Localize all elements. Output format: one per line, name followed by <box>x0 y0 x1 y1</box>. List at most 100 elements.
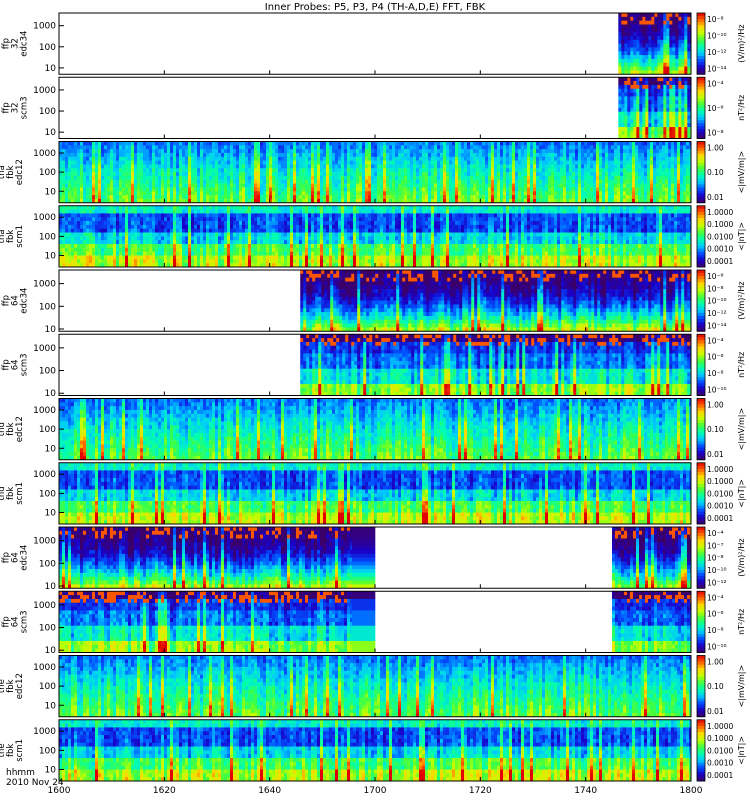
heatmap-cell <box>278 183 282 188</box>
heatmap-cell <box>158 217 162 222</box>
heatmap-cell <box>684 104 688 109</box>
heatmap-cell <box>677 145 681 150</box>
heatmap-cell <box>128 152 132 158</box>
heatmap-cell <box>125 187 129 192</box>
heatmap-cell <box>89 191 93 196</box>
heatmap-cell <box>215 187 219 192</box>
heatmap-cell <box>242 195 246 200</box>
heatmap-cell <box>651 13 655 18</box>
heatmap-cell <box>218 183 222 188</box>
heatmap-cell <box>128 156 132 161</box>
heatmap-cell <box>648 134 652 139</box>
heatmap-cell <box>632 179 636 184</box>
heatmap-cell <box>269 172 273 177</box>
heatmap-cell <box>551 149 555 154</box>
heatmap-cell <box>639 123 643 128</box>
heatmap-cell <box>125 156 129 161</box>
heatmap-cell <box>59 217 63 222</box>
heatmap-cell <box>636 119 640 124</box>
heatmap-cell <box>80 217 84 222</box>
heatmap-cell <box>110 247 114 252</box>
heatmap-cell <box>95 209 99 214</box>
heatmap-cell <box>290 198 294 204</box>
heatmap-cell <box>557 175 561 181</box>
heatmap-cell <box>680 172 684 177</box>
heatmap-cell <box>125 224 129 230</box>
heatmap-cell <box>681 70 685 75</box>
heatmap-cell <box>608 141 612 146</box>
heatmap-cell <box>621 104 625 109</box>
heatmap-cell <box>632 168 636 173</box>
colorbar-tick-label: 10⁻⁸ <box>707 129 724 138</box>
heatmap-cell <box>672 88 676 93</box>
heatmap-cell <box>101 221 105 226</box>
heatmap-cell <box>71 205 75 210</box>
heatmap-cell <box>98 209 102 214</box>
heatmap-cell <box>626 191 630 196</box>
heatmap-cell <box>383 156 387 161</box>
heatmap-cell <box>669 13 673 18</box>
heatmap-cell <box>617 195 621 200</box>
heatmap-cell <box>479 156 483 161</box>
heatmap-cell <box>509 145 513 150</box>
heatmap-cell <box>654 16 658 21</box>
heatmap-cell <box>317 187 321 192</box>
heatmap-cell <box>563 191 567 196</box>
heatmap-cell <box>648 24 652 29</box>
heatmap-cell <box>125 236 129 241</box>
heatmap-cell <box>515 149 519 154</box>
heatmap-cell <box>651 24 655 29</box>
heatmap-cell <box>645 70 649 75</box>
heatmap-cell <box>596 198 600 204</box>
heatmap-cell <box>521 179 525 184</box>
heatmap-cell <box>407 175 411 181</box>
heatmap-cell <box>122 221 126 226</box>
heatmap-cell <box>242 164 246 169</box>
heatmap-cell <box>152 168 156 173</box>
heatmap-cell <box>575 175 579 181</box>
heatmap-cell <box>98 191 102 196</box>
heatmap-cell <box>614 187 618 192</box>
heatmap-cell <box>521 152 525 158</box>
heatmap-cell <box>86 240 90 245</box>
heatmap-cell <box>404 141 408 146</box>
heatmap-cell <box>80 168 84 173</box>
heatmap-cell <box>98 240 102 245</box>
heatmap-cell <box>266 175 270 181</box>
heatmap-cell <box>158 232 162 237</box>
heatmap-cell <box>683 183 687 188</box>
heatmap-cell <box>92 156 96 161</box>
heatmap-cell <box>92 160 96 165</box>
heatmap-cell <box>344 160 348 165</box>
heatmap-cell <box>62 217 66 222</box>
heatmap-cell <box>687 119 691 124</box>
heatmap-cell <box>98 205 102 210</box>
heatmap-cell <box>425 191 429 196</box>
heatmap-cell <box>648 123 652 128</box>
heatmap-cell <box>290 191 294 196</box>
heatmap-cell <box>527 160 531 165</box>
heatmap-cell <box>95 236 99 241</box>
heatmap-cell <box>672 92 676 97</box>
heatmap-cell <box>639 134 643 139</box>
heatmap-cell <box>311 160 315 165</box>
heatmap-cell <box>152 221 156 226</box>
heatmap-cell <box>536 149 540 154</box>
heatmap-cell <box>663 28 667 33</box>
heatmap-cell <box>188 145 192 150</box>
heatmap-cell <box>500 187 504 192</box>
heatmap-cell <box>648 107 652 113</box>
heatmap-cell <box>440 156 444 161</box>
heatmap-cell <box>663 62 667 67</box>
heatmap-cell <box>185 175 189 181</box>
heatmap-cell <box>575 195 579 200</box>
heatmap-cell <box>575 183 579 188</box>
heatmap-cell <box>536 141 540 146</box>
heatmap-cell <box>648 39 652 44</box>
heatmap-cell <box>62 236 66 241</box>
heatmap-cell <box>398 152 402 158</box>
heatmap-cell <box>134 160 138 165</box>
heatmap-cell <box>669 115 673 120</box>
heatmap-cell <box>179 172 183 177</box>
heatmap-cell <box>65 156 69 161</box>
